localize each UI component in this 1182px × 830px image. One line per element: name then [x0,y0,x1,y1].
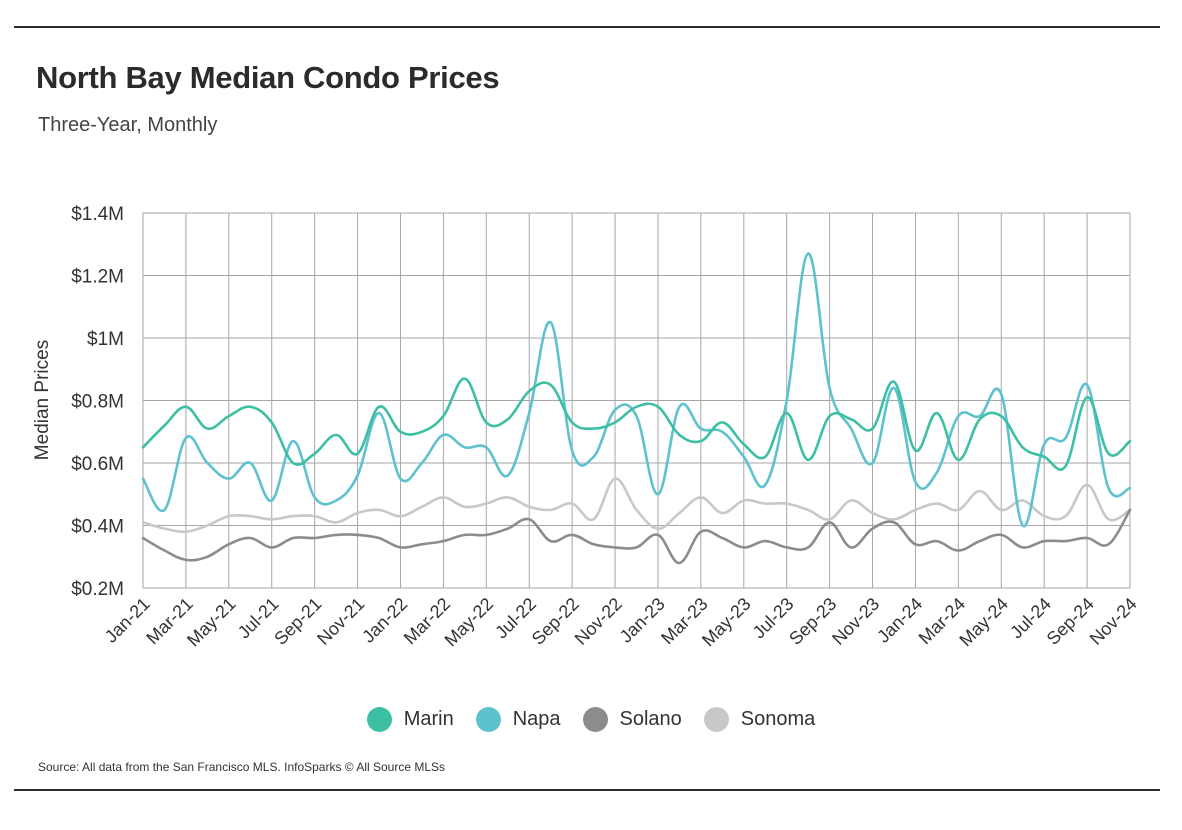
series-line-marin [141,377,1132,471]
y-tick-label: $1.2M [71,267,124,288]
x-tick-label: Nov-22 [571,594,626,649]
chart-subtitle: Three-Year, Monthly [38,114,218,136]
y-tick-label: $0.4M [71,517,124,538]
x-tick-label: May-24 [955,594,1012,651]
bottom-rule [14,789,1160,791]
legend-swatch [703,707,729,732]
x-tick-label: Nov-23 [828,594,883,649]
top-rule [14,26,1160,28]
x-tick-label: Nov-24 [1086,594,1141,649]
legend-label: Sonoma [740,708,816,730]
x-tick-label: Sep-22 [528,594,583,649]
series-line-solano [141,508,1132,565]
legend-swatch [366,707,392,732]
legend-label: Solano [619,708,682,730]
source-note: Source: All data from the San Francisco … [38,760,446,774]
legend-item-napa: Napa [475,707,561,732]
legend-swatch [475,707,501,732]
legend-swatch [582,707,608,732]
series-line-sonoma [141,477,1132,534]
y-tick-label: $1.4M [71,204,124,225]
legend-label: Marin [403,708,454,730]
x-tick-label: May-21 [183,594,240,651]
legend-item-marin: Marin [366,707,454,732]
y-axis-label: Median Prices [32,340,53,460]
x-tick-label: Sep-23 [785,594,840,649]
x-tick-label: May-22 [441,594,498,651]
y-tick-label: $0.6M [71,454,124,475]
legend-item-sonoma: Sonoma [703,707,816,732]
chart-title: North Bay Median Condo Prices [36,60,500,95]
x-tick-label: May-23 [698,594,755,651]
x-tick-label: Sep-24 [1043,594,1098,649]
x-axis-ticks: Jan-21Mar-21May-21Jul-21Sep-21Nov-21Jan-… [101,594,1141,651]
series-line-napa [141,252,1132,528]
legend-item-solano: Solano [582,707,682,732]
y-tick-label: $1M [87,329,124,350]
y-tick-label: $0.2M [71,579,124,600]
y-tick-label: $0.8M [71,392,124,413]
line-chart: $0.2M $0.4M $0.6M $0.8M $1M $1.2M $1.4M Jan-21… [32,204,1141,651]
chart-grid [142,212,1131,589]
chart-series [141,252,1132,565]
chart-legend: Marin Napa Solano Sonoma [0,707,1182,732]
y-axis-ticks: $0.2M $0.4M $0.6M $0.8M $1M $1.2M $1.4M [71,204,124,600]
x-tick-label: Sep-21 [270,594,325,649]
x-tick-label: Nov-21 [313,594,368,649]
legend-label: Napa [512,708,561,730]
